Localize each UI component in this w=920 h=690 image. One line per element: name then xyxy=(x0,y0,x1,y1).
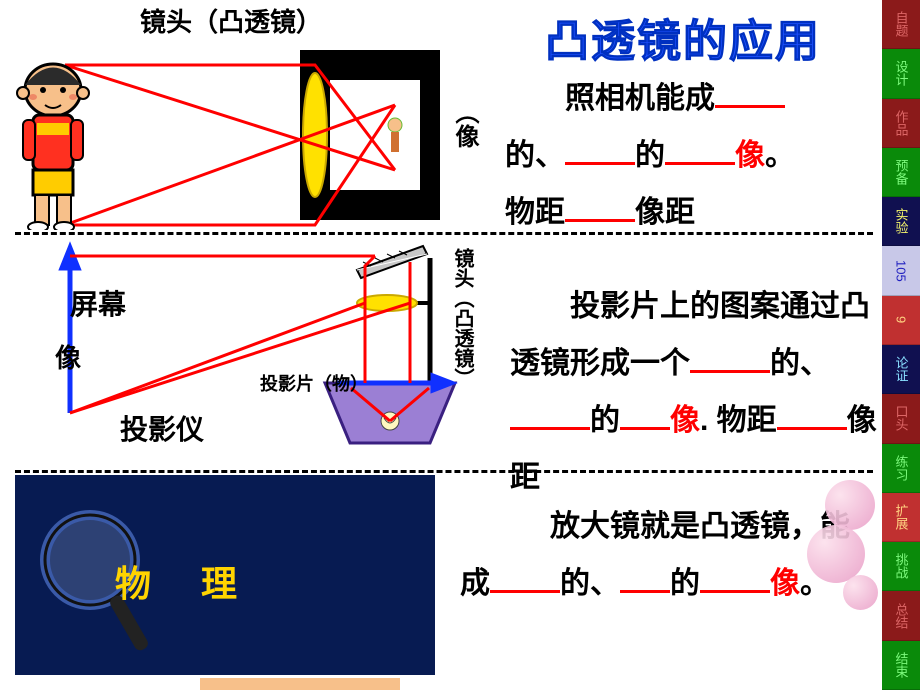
t: 像 xyxy=(670,404,700,437)
section-projector: 屏幕 像 投影仪 投影片（物） 镜头（凸透镜） 投影片上的图案通过凸透镜形成一个… xyxy=(15,238,878,468)
image-label-2: 像 xyxy=(55,338,81,375)
t: 像距 xyxy=(635,196,695,229)
t: 的 xyxy=(590,404,620,437)
sidebar-item-10[interactable]: 扩展 xyxy=(882,493,920,542)
sidebar-item-8[interactable]: 口头 xyxy=(882,394,920,443)
sidebar-item-2[interactable]: 作品 xyxy=(882,99,920,148)
separator-1 xyxy=(15,232,873,235)
projector-label: 投影仪 xyxy=(120,408,204,448)
t: 像 xyxy=(770,567,800,600)
nav-sidebar: 自题设计作品预备实验1059论证口头练习扩展挑战总结结束 xyxy=(882,0,920,690)
t: 的、 xyxy=(770,347,830,380)
screen-label: 屏幕 xyxy=(70,283,126,323)
magnifier-text: 物 理 xyxy=(115,555,257,607)
sidebar-item-5[interactable]: 105 xyxy=(882,246,920,295)
deco-blob xyxy=(843,575,878,610)
t: 像 xyxy=(735,139,765,172)
sidebar-item-3[interactable]: 预备 xyxy=(882,148,920,197)
deco-blob xyxy=(825,480,875,530)
sidebar-item-11[interactable]: 挑战 xyxy=(882,542,920,591)
section-camera: 镜头（凸透镜） xyxy=(15,5,878,225)
sidebar-item-13[interactable]: 结束 xyxy=(882,641,920,690)
t: 照相机能成 xyxy=(565,82,715,115)
t: 的 xyxy=(670,567,700,600)
magnifier-panel: 物 理 xyxy=(15,475,435,675)
sidebar-item-6[interactable]: 9 xyxy=(882,296,920,345)
slide-label: 投影片（物） xyxy=(260,375,368,395)
sidebar-item-12[interactable]: 总结 xyxy=(882,591,920,640)
sidebar-item-1[interactable]: 设计 xyxy=(882,49,920,98)
sidebar-item-9[interactable]: 练习 xyxy=(882,444,920,493)
separator-2 xyxy=(15,470,873,473)
t: 的 xyxy=(635,139,665,172)
magnifier-desc: 放大镜就是凸透镜，能成的、的像。 xyxy=(460,498,865,612)
person-icon xyxy=(17,64,89,230)
sidebar-item-7[interactable]: 论证 xyxy=(882,345,920,394)
image-label: （像 xyxy=(447,100,482,148)
sidebar-item-4[interactable]: 实验 xyxy=(882,197,920,246)
t: 。 xyxy=(765,139,795,172)
lens-label-2: 镜头（凸透镜） xyxy=(452,248,472,388)
camera-text: 照相机能成 的、 的 像。 物距 像距 xyxy=(505,70,875,241)
projector-diagram xyxy=(15,238,485,458)
sidebar-item-0[interactable]: 自题 xyxy=(882,0,920,49)
camera-diagram xyxy=(15,5,485,230)
t: . 物距 xyxy=(700,404,777,437)
bottom-strip xyxy=(200,678,400,690)
t: 的、 xyxy=(505,139,565,172)
t: 物距 xyxy=(505,196,565,229)
t: 的、 xyxy=(560,567,620,600)
